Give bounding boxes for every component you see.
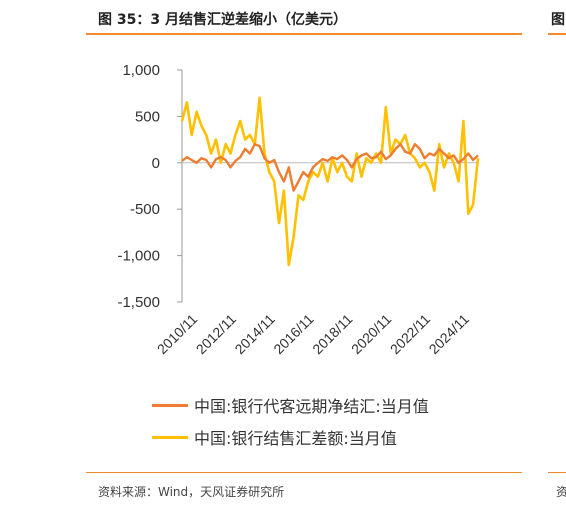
x-tick-label: 2018/11 [309, 311, 356, 358]
source-note: 资料来源：Wind，天风证券研究所 [98, 485, 285, 499]
x-tick-label: 2022/11 [387, 311, 434, 358]
series-line-1 [181, 142, 479, 192]
adjacent-title-rule [548, 33, 566, 35]
x-tick-label: 2010/11 [154, 311, 201, 358]
legend-label: 中国:银行结售汇差额:当月值 [194, 429, 397, 448]
footer-rule [86, 472, 522, 473]
legend-label: 中国:银行代客远期净结汇:当月值 [194, 397, 429, 416]
y-tick-label: 1,000 [122, 62, 160, 79]
x-tick-label: 2016/11 [270, 311, 317, 358]
legend-swatch-orange [152, 403, 188, 407]
legend-item-forward-net-settlement: 中国:银行代客远期净结汇:当月值 [152, 393, 429, 417]
y-tick-label: 0 [152, 155, 160, 172]
legend-item-settlement-balance: 中国:银行结售汇差额:当月值 [152, 425, 397, 449]
x-tick-label: 2012/11 [193, 311, 240, 358]
y-tick-label: -1,000 [117, 248, 160, 265]
x-tick-label: 2020/11 [348, 311, 395, 358]
legend-swatch-yellow [152, 435, 188, 439]
adjacent-source-note-clip: 资 [556, 485, 566, 499]
adjacent-figure-title-clip: 图 [551, 12, 565, 28]
x-tick-label: 2014/11 [232, 311, 279, 358]
adjacent-footer-rule [548, 472, 566, 473]
y-tick-label: -1,500 [117, 294, 160, 311]
y-tick-label: 500 [135, 108, 160, 125]
figure-title: 图 35：3 月结售汇逆差缩小（亿美元） [98, 12, 347, 28]
y-tick-label: -500 [130, 201, 160, 218]
series-line-2 [180, 96, 480, 267]
x-tick-label: 2024/11 [426, 311, 473, 358]
title-rule [86, 33, 522, 35]
